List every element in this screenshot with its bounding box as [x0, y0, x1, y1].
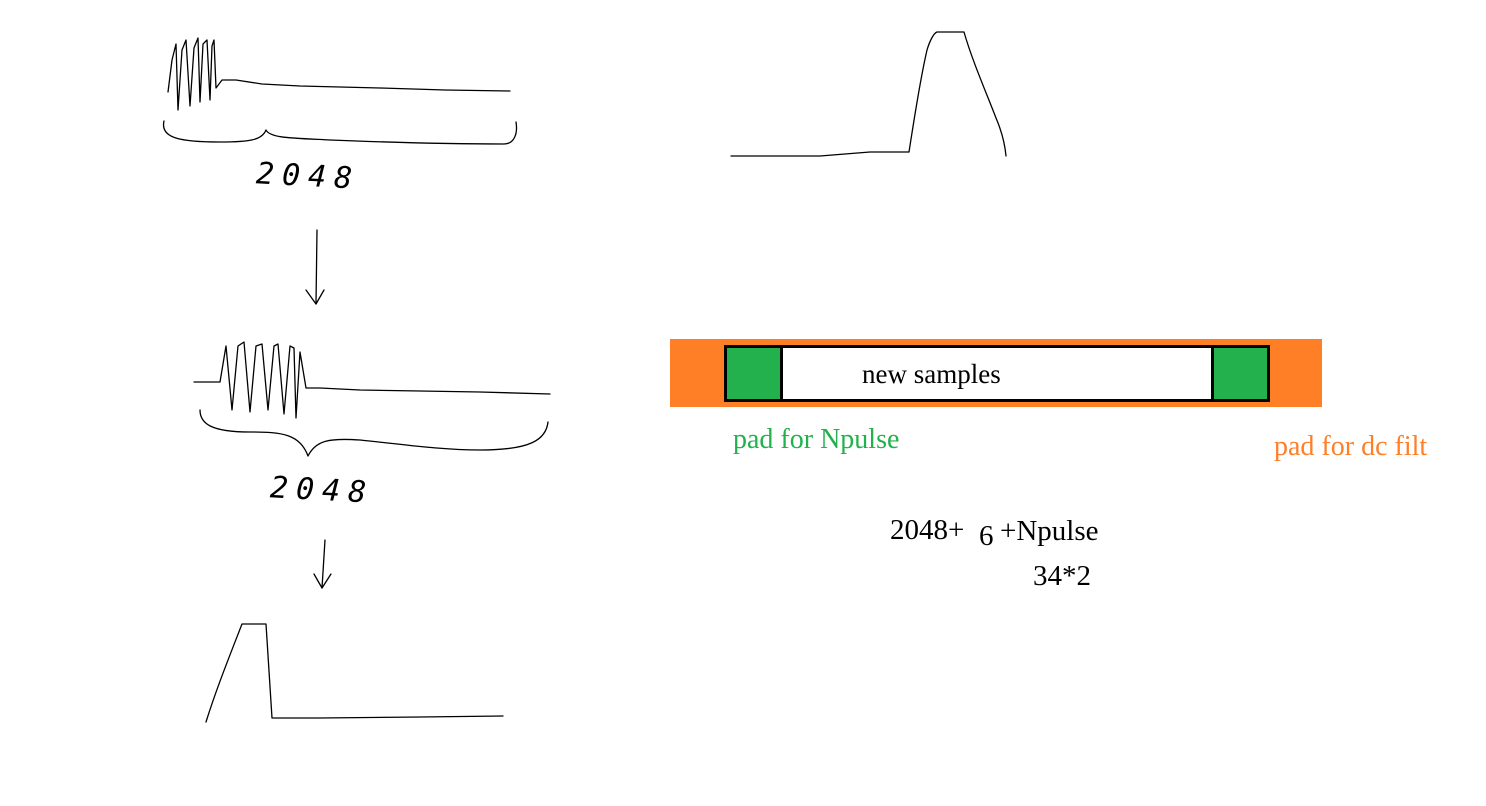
- npulse-pad-left: [727, 348, 783, 399]
- signal-burst-2: [193, 341, 551, 419]
- down-arrow-1: [315, 229, 318, 305]
- pulse-shape-bottom: [205, 623, 504, 723]
- down-arrow-2: [321, 539, 326, 589]
- pad-dc-filter-label: pad for dc filt: [1274, 431, 1428, 462]
- new-samples-label: new samples: [862, 359, 1001, 389]
- formula-term-npulse: +Npulse: [1000, 515, 1099, 547]
- sample-buffer-box: new samples: [724, 345, 1270, 402]
- pulse-shape-top: [730, 31, 1007, 157]
- formula-note-multiplier: 34*2: [1033, 560, 1091, 592]
- count-label-2048-bottom: 2048: [269, 470, 376, 511]
- formula-term-six: 6: [979, 520, 994, 552]
- count-label-2048-top: 2048: [255, 156, 362, 197]
- brace-1: [162, 120, 518, 145]
- npulse-pad-right: [1211, 348, 1267, 399]
- brace-2: [199, 409, 549, 457]
- pad-npulse-label: pad for Npulse: [733, 424, 900, 455]
- formula-term-base: 2048+: [890, 514, 965, 546]
- signal-burst-1: [167, 37, 511, 111]
